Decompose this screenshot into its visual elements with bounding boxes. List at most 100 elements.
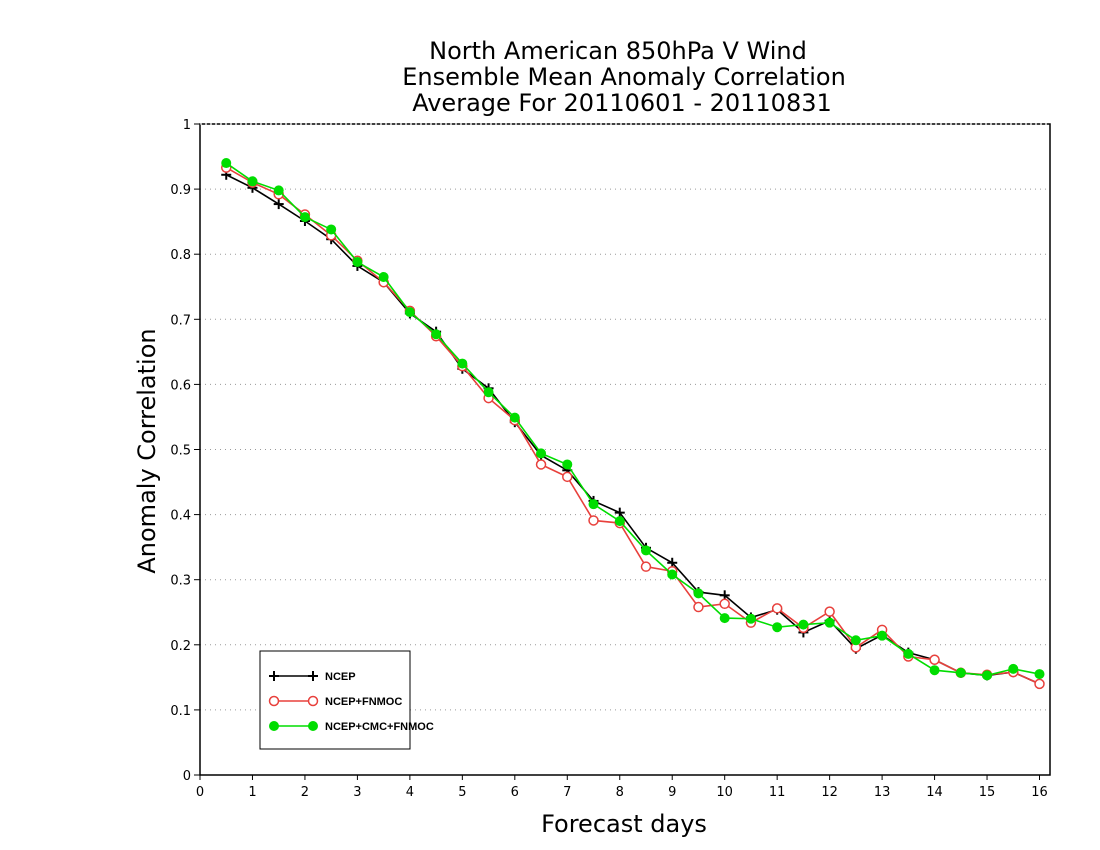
chart-title: North American 850hPa V Wind Ensemble Me… xyxy=(402,37,846,117)
x-tick-label: 8 xyxy=(616,785,624,800)
data-point xyxy=(640,561,652,572)
chart-title-line-3: Average For 20110601 - 20110831 xyxy=(412,89,832,117)
data-point xyxy=(1034,678,1045,690)
y-tick-label: 0.9 xyxy=(170,183,191,198)
x-tick-label: 16 xyxy=(1031,785,1048,800)
data-point xyxy=(483,387,494,398)
x-tick-label: 4 xyxy=(406,785,414,800)
data-point xyxy=(982,670,993,681)
data-point xyxy=(667,569,678,580)
data-point xyxy=(824,606,835,617)
x-tick-label: 3 xyxy=(353,785,361,800)
data-point xyxy=(929,665,940,676)
y-tick-label: 0.2 xyxy=(170,639,191,654)
y-tick-label: 0.8 xyxy=(170,248,191,263)
legend-label: NCEP xyxy=(325,671,356,683)
data-point xyxy=(273,185,284,196)
x-tick-label: 10 xyxy=(716,785,733,800)
x-tick-label: 6 xyxy=(511,785,519,800)
data-point xyxy=(536,448,547,459)
series-line xyxy=(225,174,1040,685)
x-tick-label: 0 xyxy=(196,785,204,800)
data-point xyxy=(719,613,730,624)
data-point xyxy=(509,412,520,423)
legend-entry: NCEP+CMC+FNMOC xyxy=(269,721,434,733)
y-tick-label: 0.4 xyxy=(170,509,191,524)
data-point xyxy=(824,617,835,628)
legend-marker xyxy=(269,671,279,681)
axes: 00.10.20.30.40.50.60.70.80.910 1 2 3 4 5 6 7 8 9 1… xyxy=(170,118,1051,800)
data-point xyxy=(299,212,310,223)
legend-label: NCEP+FNMOC xyxy=(325,696,402,708)
legend-marker xyxy=(308,671,318,681)
y-tick-label: 1 xyxy=(183,118,191,133)
x-tick-label: 14 xyxy=(926,785,943,800)
x-tick-label: 15 xyxy=(979,785,996,800)
data-point xyxy=(404,307,415,318)
data-point xyxy=(745,613,756,624)
data-point xyxy=(640,545,651,556)
data-point xyxy=(850,635,861,646)
data-point xyxy=(352,257,363,268)
data-point xyxy=(903,648,914,659)
x-tick-label: 13 xyxy=(874,785,891,800)
x-tick-label: 1 xyxy=(248,785,256,800)
y-tick-label: 0.3 xyxy=(170,574,191,589)
data-point xyxy=(614,507,625,518)
x-tick-label: 11 xyxy=(769,785,786,800)
y-axis-label: Anomaly Correlation xyxy=(133,328,161,573)
series-line xyxy=(225,162,1040,677)
data-point xyxy=(719,598,730,610)
legend-entry: NCEP+FNMOC xyxy=(268,695,402,708)
y-tick-label: 0.7 xyxy=(170,313,191,328)
y-tick-label: 0 xyxy=(183,769,191,784)
data-point xyxy=(955,667,966,678)
data-point xyxy=(1034,669,1045,680)
data-point xyxy=(771,603,783,614)
legend-label: NCEP+CMC+FNMOC xyxy=(325,721,434,733)
legend-marker xyxy=(269,721,279,731)
data-point xyxy=(693,588,704,599)
legend-marker xyxy=(307,695,319,707)
data-point xyxy=(798,619,809,630)
y-tick-label: 0.6 xyxy=(170,378,191,393)
series-line xyxy=(225,166,1040,685)
x-tick-label: 7 xyxy=(563,785,571,800)
chart-title-line-1: North American 850hPa V Wind xyxy=(429,37,807,65)
data-point xyxy=(273,199,284,210)
data-point xyxy=(535,459,547,470)
x-tick-label: 9 xyxy=(668,785,676,800)
data-point xyxy=(221,158,232,169)
data-point xyxy=(457,358,468,369)
data-point xyxy=(562,471,573,483)
y-tick-label: 0.1 xyxy=(170,704,191,719)
legend-box xyxy=(259,650,411,750)
chart-title-line-2: Ensemble Mean Anomaly Correlation xyxy=(402,63,846,91)
data-point xyxy=(588,499,599,510)
data-point xyxy=(431,329,442,340)
grid-lines xyxy=(200,188,1050,711)
legend-entry: NCEP xyxy=(269,671,356,683)
data-point xyxy=(877,630,888,641)
data-point xyxy=(614,516,625,527)
y-tick-label: 0.5 xyxy=(170,444,191,459)
data-point xyxy=(693,601,704,613)
data-point xyxy=(247,176,258,187)
data-point xyxy=(772,622,783,633)
x-tick-label: 5 xyxy=(458,785,466,800)
legend-marker xyxy=(308,721,318,731)
data-point xyxy=(1008,663,1019,674)
data-point xyxy=(326,224,337,235)
series-3 xyxy=(221,158,1045,681)
x-axis-label: Forecast days xyxy=(541,810,707,838)
legend: NCEP NCEP+FNMOC NCEP+CMC+FNMOC xyxy=(259,650,434,750)
legend-marker xyxy=(268,695,280,707)
data-point xyxy=(588,515,599,526)
x-tick-label: 12 xyxy=(821,785,838,800)
data-point xyxy=(562,459,573,470)
data-point xyxy=(378,271,389,282)
series-2 xyxy=(220,162,1045,690)
x-tick-label: 2 xyxy=(301,785,309,800)
data-point xyxy=(929,654,940,666)
